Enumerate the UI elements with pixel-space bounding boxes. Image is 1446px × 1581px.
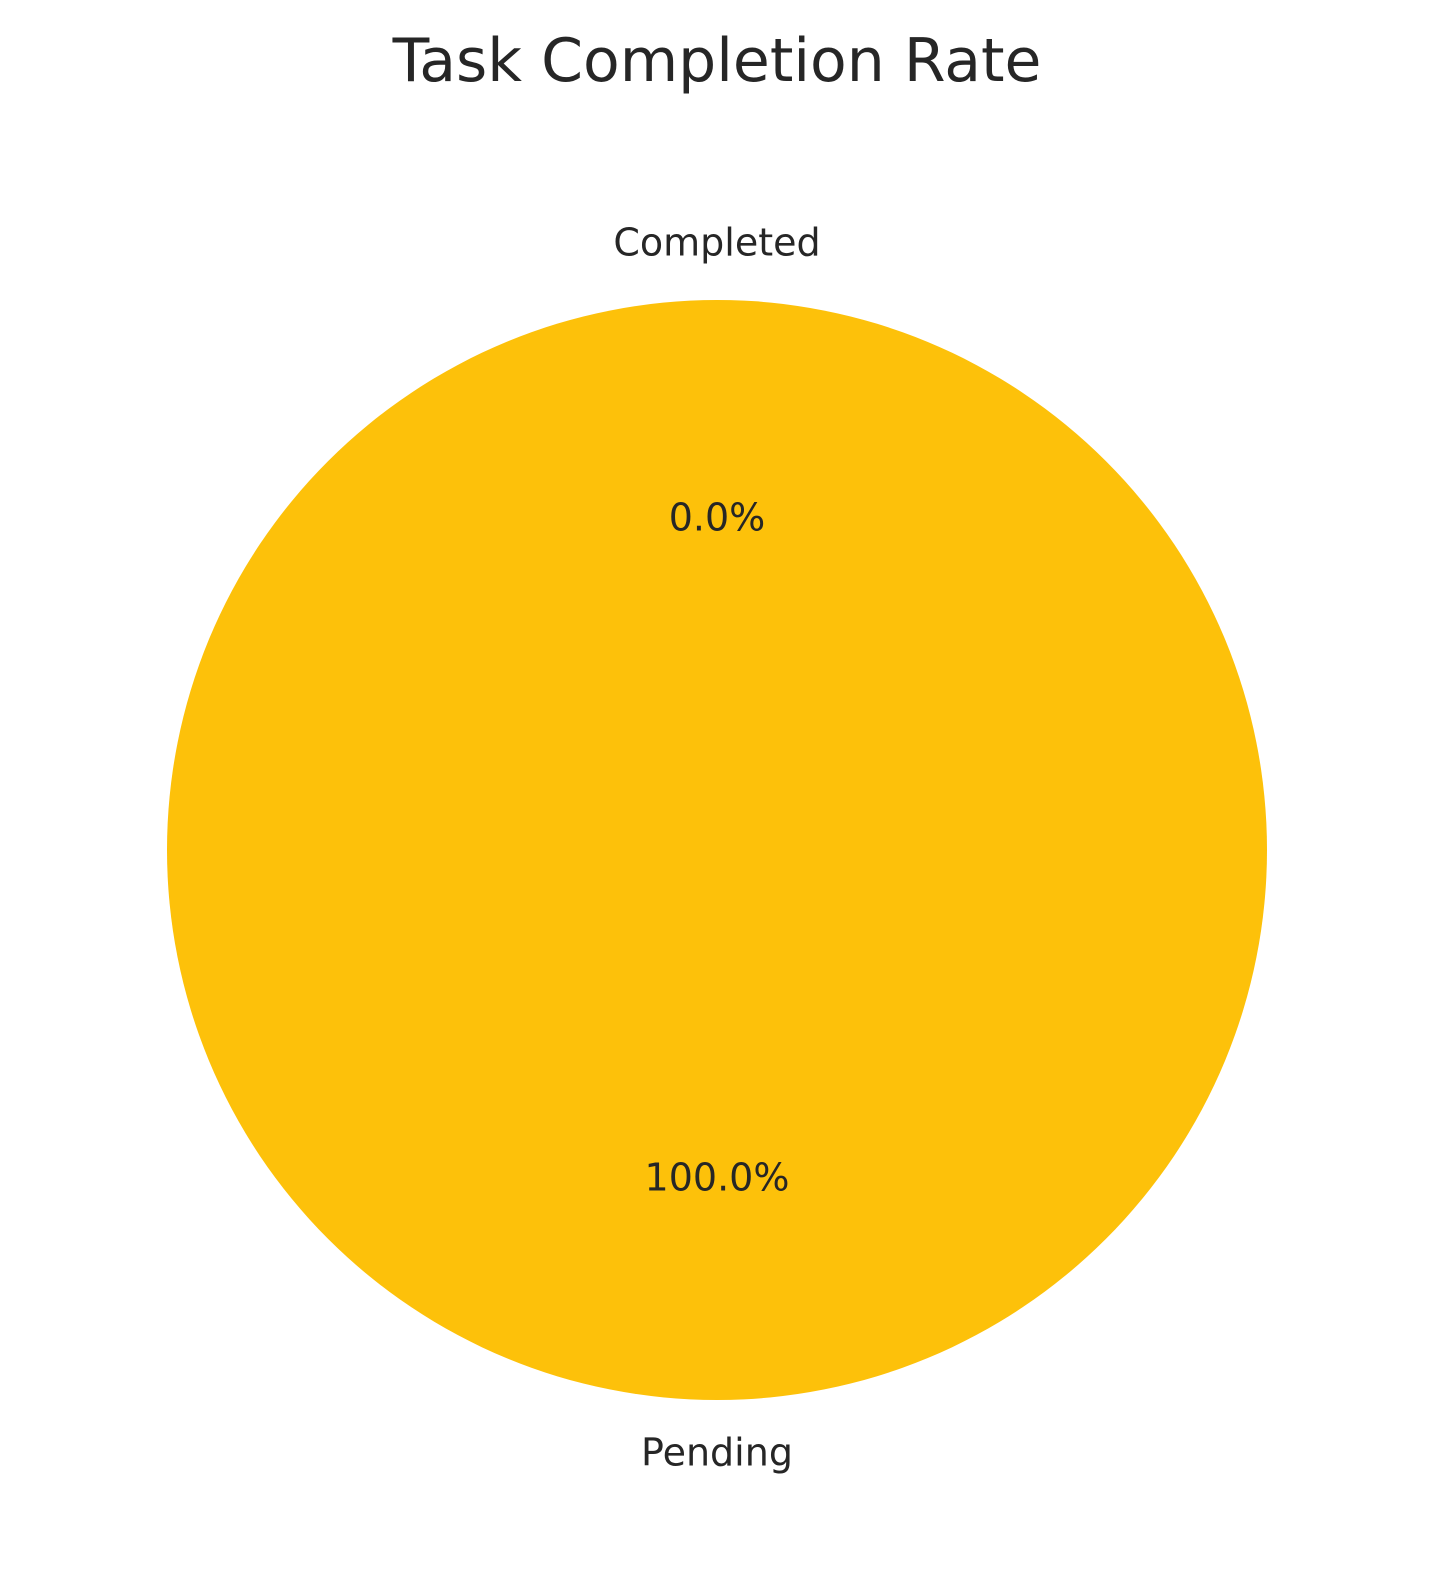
pie-slice-pending xyxy=(167,300,1267,1400)
slice-label-pending: Pending xyxy=(641,1431,793,1475)
pie-labels: Completed 0.0% Pending 100.0% xyxy=(613,221,820,1475)
pie-slices xyxy=(167,300,1267,1400)
slice-label-completed: Completed xyxy=(613,221,820,265)
slice-pct-completed: 0.0% xyxy=(669,496,766,540)
chart-title: Task Completion Rate xyxy=(392,26,1042,96)
slice-pct-pending: 100.0% xyxy=(645,1156,790,1200)
